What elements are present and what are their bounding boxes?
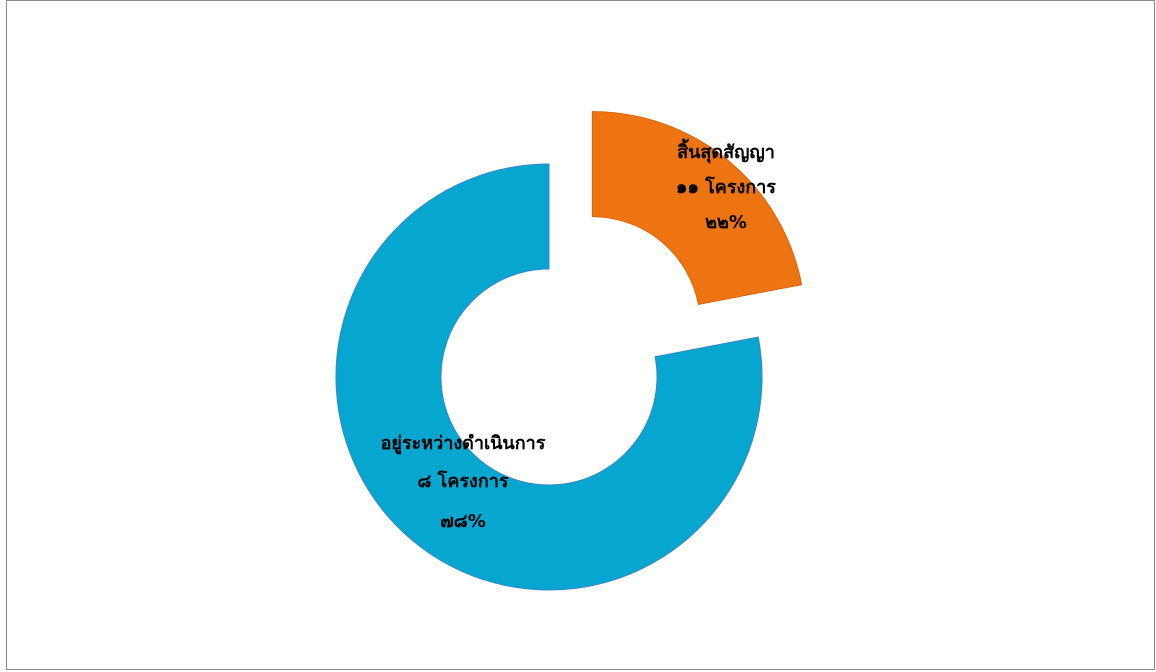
slice-label-ongoing-percent: ๗๘% [440,511,485,532]
slice-label-ended-category: สิ้นสุดสัญญา [677,138,775,164]
slice-label-ongoing-category: อยู่ระหว่างดำเนินการ [381,433,546,455]
slice-ongoing [335,163,763,591]
labels-group: สิ้นสุดสัญญา ๑๑ โครงการ ๒๒% อยู่ระหว่างด… [381,138,777,532]
slices-group [335,111,803,591]
slice-label-ended-count: ๑๑ โครงการ [676,176,776,198]
slice-label-ongoing-count: ๘ โครงการ [418,470,509,492]
slice-ended [591,111,803,305]
slice-label-ended-percent: ๒๒% [705,212,747,233]
